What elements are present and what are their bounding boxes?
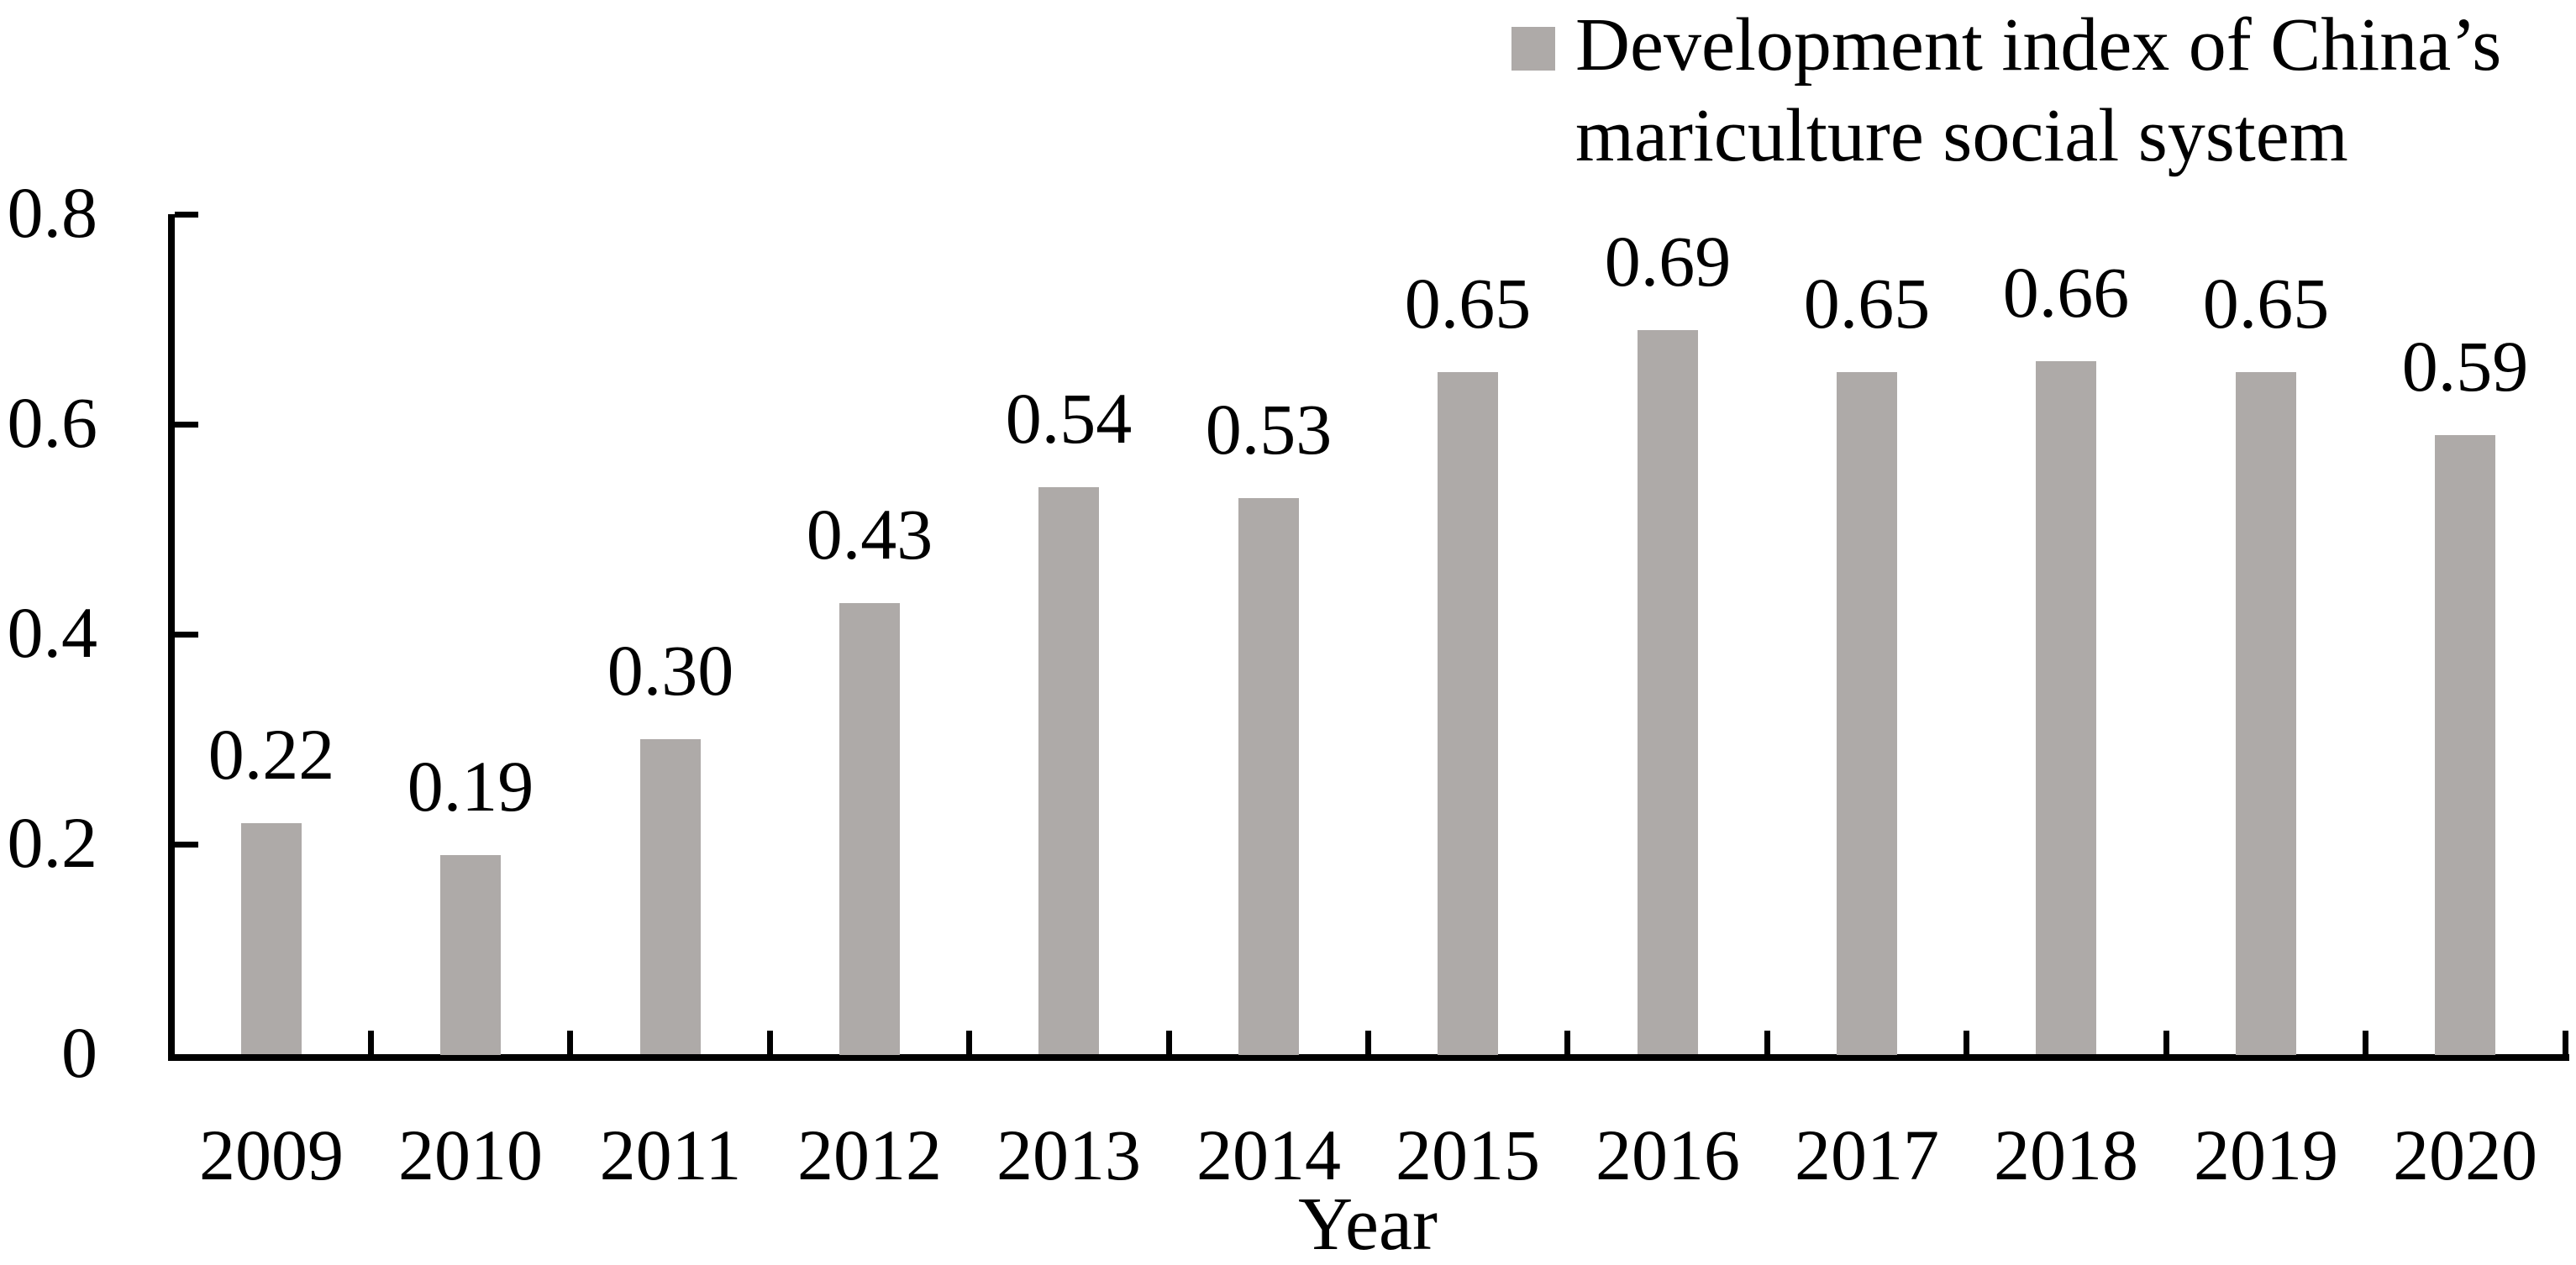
legend-label: Development index of China’s mariculture… <box>1575 0 2501 181</box>
x-axis-tick-label: 2012 <box>797 1115 942 1195</box>
bar <box>440 855 501 1055</box>
bar-value-label: 0.43 <box>806 494 933 575</box>
bar <box>2435 435 2495 1055</box>
bar <box>1837 372 1897 1055</box>
bar <box>1638 330 1698 1054</box>
y-axis-tick <box>175 632 198 638</box>
x-axis-tick-label: 2014 <box>1196 1115 1341 1195</box>
x-axis-tick <box>567 1031 573 1054</box>
x-axis-tick <box>966 1031 972 1054</box>
bar <box>839 603 900 1055</box>
x-axis-line <box>168 1054 2569 1061</box>
x-axis-tick-label: 2016 <box>1596 1115 1740 1195</box>
y-axis-tick-label: 0.2 <box>7 802 98 883</box>
legend: Development index of China’s mariculture… <box>1511 0 2501 181</box>
legend-label-line-2: mariculture social system <box>1575 94 2348 177</box>
x-axis-tick-label: 2020 <box>2393 1115 2537 1195</box>
x-axis-tick <box>368 1031 374 1054</box>
y-axis-tick-label: 0 <box>61 1012 97 1093</box>
x-axis-title: Year <box>1298 1183 1438 1265</box>
bar-value-label: 0.69 <box>1604 221 1732 302</box>
y-axis-tick-label: 0.6 <box>7 382 98 463</box>
x-axis-tick <box>767 1031 773 1054</box>
y-axis-tick-label: 0.8 <box>7 172 98 253</box>
bar <box>1438 372 1498 1055</box>
x-axis-tick <box>1365 1031 1371 1054</box>
x-axis-tick-label: 2018 <box>1994 1115 2138 1195</box>
x-axis-tick-label: 2013 <box>996 1115 1141 1195</box>
x-axis-tick <box>2163 1031 2169 1054</box>
bar-value-label: 0.54 <box>1005 378 1133 459</box>
bar-value-label: 0.65 <box>2202 263 2330 344</box>
bar-value-label: 0.19 <box>407 746 534 827</box>
legend-swatch-icon <box>1511 27 1555 71</box>
bar-value-label: 0.30 <box>607 630 734 711</box>
x-axis-tick-label: 2011 <box>599 1115 742 1195</box>
bar <box>2236 372 2296 1055</box>
x-axis-tick <box>1964 1031 1969 1054</box>
y-axis-tick-label: 0.4 <box>7 592 98 673</box>
bar-value-label: 0.22 <box>208 714 335 795</box>
x-axis-tick <box>2363 1031 2368 1054</box>
x-axis-tick-label: 2015 <box>1396 1115 1540 1195</box>
bar-value-label: 0.65 <box>1404 263 1532 344</box>
y-axis-tick <box>175 212 198 218</box>
bar-value-label: 0.59 <box>2401 326 2529 407</box>
x-axis-tick-label: 2019 <box>2194 1115 2338 1195</box>
x-axis-tick-label: 2010 <box>398 1115 543 1195</box>
y-axis-tick <box>175 842 198 848</box>
bar-value-label: 0.66 <box>2002 252 2130 333</box>
y-axis-tick <box>175 422 198 428</box>
x-axis-tick <box>1764 1031 1770 1054</box>
bar <box>640 739 701 1054</box>
bar <box>241 823 302 1054</box>
bar-value-label: 0.65 <box>1803 263 1931 344</box>
bar <box>2036 361 2096 1054</box>
bar <box>1038 487 1099 1054</box>
x-axis-tick-label: 2009 <box>199 1115 344 1195</box>
x-axis-tick <box>1564 1031 1570 1054</box>
y-axis-line <box>168 214 175 1061</box>
bar <box>1238 498 1299 1055</box>
bar-value-label: 0.53 <box>1205 389 1333 470</box>
x-axis-tick-label: 2017 <box>1795 1115 1939 1195</box>
x-axis-tick <box>1166 1031 1172 1054</box>
legend-label-line-1: Development index of China’s <box>1575 3 2502 87</box>
x-axis-tick <box>2563 1031 2568 1054</box>
